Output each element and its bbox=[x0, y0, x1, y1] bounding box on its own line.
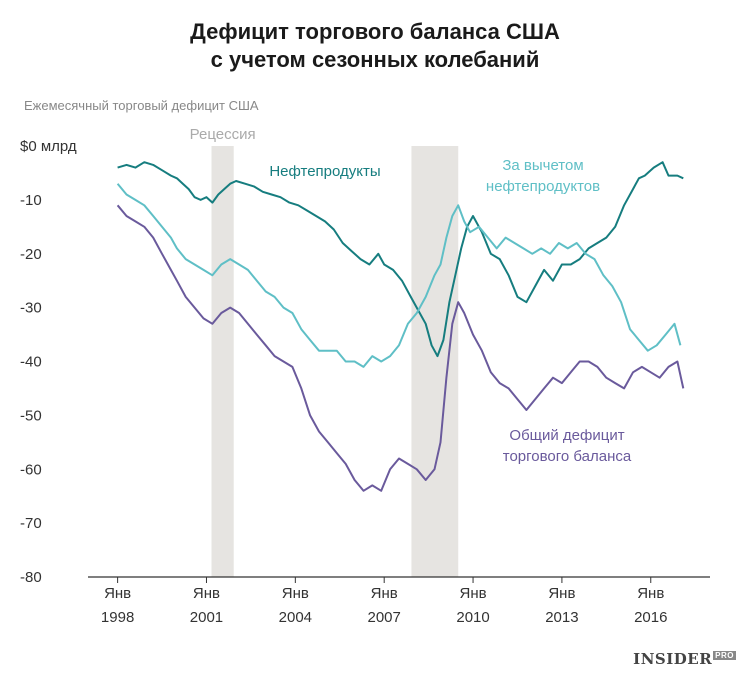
recession-band bbox=[411, 146, 459, 577]
series-annotation: Общий дефицит bbox=[509, 427, 624, 444]
x-tick-year: 2004 bbox=[279, 609, 312, 626]
y-tick-label: -20 bbox=[20, 246, 42, 263]
x-tick-label: Янв bbox=[104, 585, 131, 602]
series-annotation: торгового баланса bbox=[503, 448, 632, 465]
y-tick-label: -50 bbox=[20, 407, 42, 424]
x-tick-year: 2001 bbox=[190, 609, 223, 626]
insider-pro-logo: INSIDER PRO bbox=[633, 650, 736, 668]
series-annotation: нефтепродуктов bbox=[486, 178, 600, 195]
series-annotation: За вычетом bbox=[502, 157, 583, 174]
y-tick-label: -10 bbox=[20, 192, 42, 209]
x-tick-label: Янв bbox=[637, 585, 664, 602]
y-tick-label: -70 bbox=[20, 515, 42, 532]
logo-text: INSIDER bbox=[633, 650, 713, 668]
recession-label: Рецессия bbox=[190, 126, 256, 143]
y-tick-label: -60 bbox=[20, 461, 42, 478]
series-annotation: Нефтепродукты bbox=[269, 163, 380, 180]
chart-title-line2: с учетом сезонных колебаний bbox=[210, 47, 540, 72]
y-tick-label: $0 млрд bbox=[20, 138, 77, 155]
recession-band bbox=[211, 146, 234, 577]
series-line-2 bbox=[116, 204, 685, 492]
y-tick-label: -80 bbox=[20, 569, 42, 586]
chart-subtitle: Ежемесячный торговый дефицит США bbox=[24, 98, 259, 113]
x-tick-label: Янв bbox=[460, 585, 487, 602]
series-line-1 bbox=[116, 183, 682, 368]
x-tick-label: Янв bbox=[193, 585, 220, 602]
x-tick-year: 2016 bbox=[634, 609, 667, 626]
x-tick-label: Янв bbox=[371, 585, 398, 602]
x-tick-label: Янв bbox=[282, 585, 309, 602]
x-tick-year: 2007 bbox=[368, 609, 401, 626]
chart-title: Дефицит торгового баланса США с учетом с… bbox=[0, 18, 750, 74]
x-tick-label: Янв bbox=[548, 585, 575, 602]
logo-sup: PRO bbox=[713, 651, 736, 660]
x-tick-year: 1998 bbox=[101, 609, 134, 626]
series-line-0 bbox=[117, 161, 684, 358]
y-tick-label: -30 bbox=[20, 300, 42, 317]
x-tick-year: 2010 bbox=[456, 609, 489, 626]
y-tick-label: -40 bbox=[20, 354, 42, 371]
chart-title-line1: Дефицит торгового баланса США bbox=[190, 19, 560, 44]
x-tick-year: 2013 bbox=[545, 609, 578, 626]
